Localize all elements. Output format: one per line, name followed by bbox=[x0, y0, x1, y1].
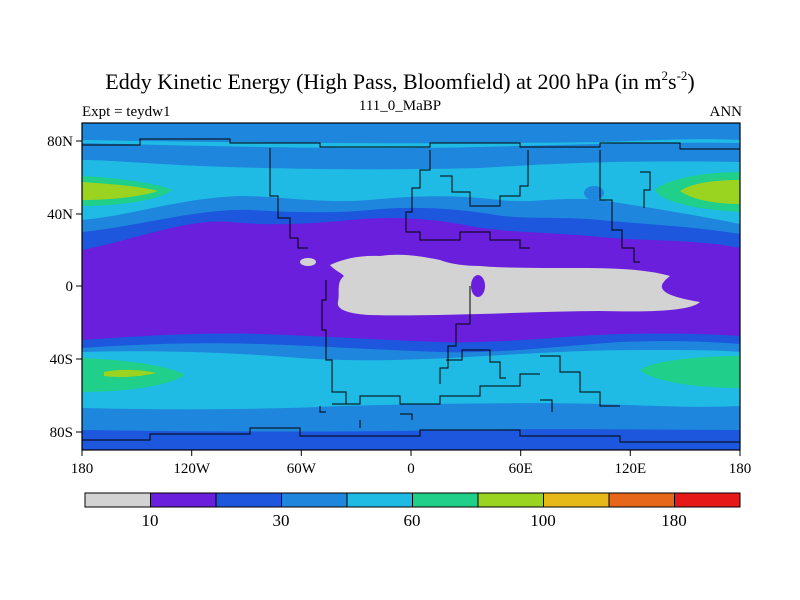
x-tick-label: 0 bbox=[407, 461, 415, 477]
colorbar-swatch bbox=[412, 492, 479, 508]
band-20-30-south-polar bbox=[82, 429, 740, 450]
colorbar-swatch bbox=[477, 492, 544, 508]
band-80-100-south-west bbox=[104, 369, 156, 377]
coastline-equatorial-central bbox=[439, 286, 471, 384]
y-tick-label: 40N bbox=[47, 207, 73, 223]
chart-title: Eddy Kinetic Energy (High Pass, Bloomfie… bbox=[105, 68, 695, 94]
colorbar-swatch bbox=[608, 492, 675, 508]
coastline-north-continent-sea bbox=[640, 171, 651, 208]
band-30-45-north-arctic bbox=[82, 142, 740, 170]
band-30-45-south-polar bbox=[82, 403, 740, 435]
band-30-45-north-patch bbox=[584, 186, 604, 200]
y-tick-label: 0 bbox=[66, 279, 74, 295]
colorbar-label: 10 bbox=[142, 511, 159, 530]
season-label: ANN bbox=[709, 104, 743, 120]
colorbar-label: 100 bbox=[530, 511, 556, 530]
y-tick-label: 80S bbox=[50, 425, 73, 441]
coastline-north-continent-east bbox=[405, 150, 530, 249]
colorbar-swatch bbox=[150, 492, 217, 508]
x-tick-label: 60E bbox=[509, 461, 533, 477]
coastline-north-continent-west bbox=[269, 148, 308, 249]
y-tick-label: 40S bbox=[50, 352, 73, 368]
coastline-north-continent-interior bbox=[440, 150, 529, 207]
contour-field bbox=[82, 123, 740, 450]
colorbar-swatch bbox=[281, 492, 348, 508]
coastline-south-continent bbox=[332, 373, 540, 405]
colorbar-swatch bbox=[215, 492, 282, 508]
chart-subtitle: 111_0_MaBP bbox=[358, 98, 442, 114]
x-tick-label: 60W bbox=[287, 461, 317, 477]
coastline-equatorial-west bbox=[321, 280, 347, 404]
continent-outlines bbox=[82, 138, 740, 443]
coastline-arctic bbox=[82, 138, 740, 150]
x-tick-label: 120E bbox=[614, 461, 646, 477]
band-80-100-north-west bbox=[82, 182, 158, 200]
coastline-north-continent-far-east bbox=[599, 150, 640, 263]
colorbar-label: 30 bbox=[273, 511, 290, 530]
colorbar-label: 60 bbox=[404, 511, 421, 530]
coastline-south-polar bbox=[82, 427, 740, 443]
band-80-100-north-east bbox=[680, 180, 740, 204]
coastline-south-continent-b bbox=[446, 349, 506, 379]
colorbar bbox=[84, 492, 741, 508]
colorbar-swatch bbox=[674, 492, 741, 508]
y-tick-label: 80N bbox=[47, 134, 73, 150]
colorbar-label: 180 bbox=[661, 511, 687, 530]
band-lt-10-islet bbox=[300, 258, 316, 266]
map-ticks bbox=[76, 140, 741, 456]
colorbar-swatch bbox=[84, 492, 151, 508]
x-tick-label: 120W bbox=[173, 461, 211, 477]
x-tick-label: 180 bbox=[71, 461, 94, 477]
band-10-20-tropical-patch bbox=[471, 275, 485, 297]
x-tick-label: 180 bbox=[729, 461, 752, 477]
colorbar-swatch bbox=[543, 492, 610, 508]
band-lt-10-tropics bbox=[330, 254, 700, 316]
band-60-80-south-east bbox=[640, 356, 740, 388]
coastline-south-continent-c bbox=[540, 355, 620, 407]
colorbar-swatch bbox=[346, 492, 413, 508]
coastline-south-islands bbox=[319, 399, 553, 428]
experiment-label: Expt = teydw1 bbox=[82, 104, 171, 120]
